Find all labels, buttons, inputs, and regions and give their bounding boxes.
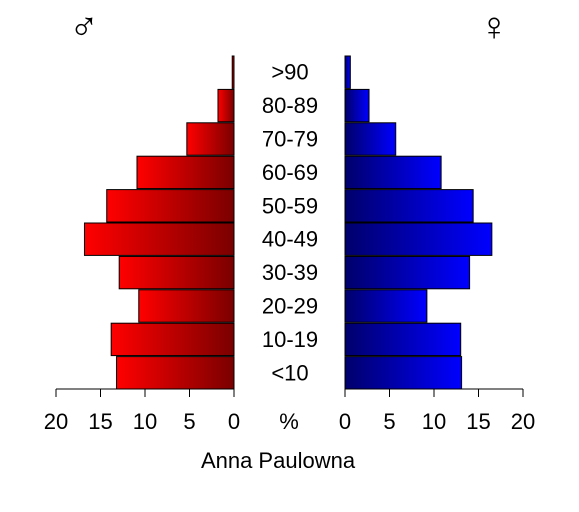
age-label-4: 40-49 [262,227,318,252]
male-bar-5 [106,189,235,223]
female-bar-1 [344,322,462,357]
female-bar-3 [344,255,471,290]
age-label-6: 60-69 [262,160,318,185]
male-tick-label-0: 0 [228,409,240,434]
male-bar-4 [83,222,235,256]
age-label-3: 30-39 [262,260,318,285]
female-bar-7 [344,122,397,156]
female-axis-ticks: 0 5 10 15 20 [339,389,535,434]
female-bar-4 [344,222,493,256]
female-tick-label-4: 20 [511,409,535,434]
age-label-8: 80-89 [262,93,318,118]
age-label-5: 50-59 [262,193,318,218]
female-tick-label-1: 5 [383,409,395,434]
male-bar-8 [217,88,235,123]
female-bar-6 [344,155,442,190]
male-bar-6 [136,155,235,190]
center-percent-label: % [279,409,299,434]
female-bar-0 [344,356,463,390]
female-bar-9 [344,55,351,89]
age-label-9: >90 [271,60,308,85]
male-tick-label-2: 10 [133,409,157,434]
age-label-7: 70-79 [262,127,318,152]
female-symbol: ♀ [479,5,509,49]
male-tick-label-3: 15 [88,409,112,434]
female-bar-5 [344,189,474,223]
male-tick-label-1: 5 [183,409,195,434]
female-tick-label-2: 10 [422,409,446,434]
female-tick-label-3: 15 [466,409,490,434]
male-symbol: ♂ [69,5,99,49]
female-bars [344,55,493,390]
female-tick-label-0: 0 [339,409,351,434]
male-bar-0 [116,356,235,390]
age-group-labels: <10 10-19 20-29 30-39 40-49 50-59 60-69 70-79 80… [262,60,318,386]
male-bars [83,55,235,390]
age-label-2: 20-29 [262,294,318,319]
male-bar-2 [138,289,235,323]
female-bar-8 [344,88,370,123]
male-axis-ticks: 0 5 10 15 20 [44,389,240,434]
female-bar-2 [344,289,428,323]
male-bar-7 [186,122,235,156]
age-label-1: 10-19 [262,327,318,352]
male-tick-label-4: 20 [44,409,68,434]
male-bar-9 [231,55,235,89]
male-bar-3 [118,255,235,290]
age-label-0: <10 [271,360,308,385]
x-axis-title: Anna Paulowna [201,448,356,473]
male-bar-1 [110,322,235,357]
